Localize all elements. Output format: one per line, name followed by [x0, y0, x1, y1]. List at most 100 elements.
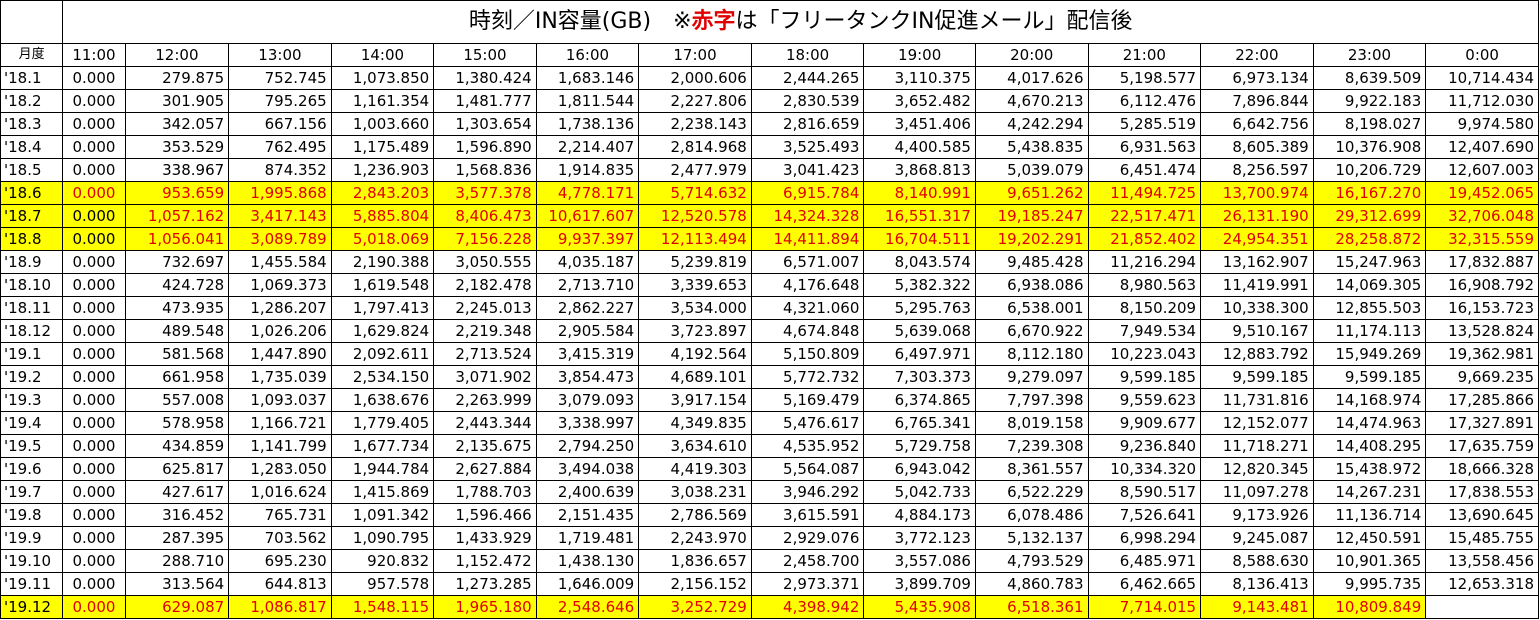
value-cell[interactable]: 22,517.471 — [1087, 204, 1202, 228]
value-cell[interactable]: 1,273.285 — [433, 572, 537, 596]
value-cell[interactable]: 9,485.428 — [974, 250, 1089, 274]
value-cell[interactable]: 13,162.907 — [1200, 250, 1314, 274]
value-cell[interactable]: 3,899.709 — [863, 572, 976, 596]
month-cell[interactable]: '19.12 — [0, 595, 64, 619]
value-cell[interactable]: 2,843.203 — [330, 181, 435, 205]
value-cell[interactable]: 0.000 — [62, 227, 126, 251]
column-header[interactable]: 13:00 — [228, 43, 332, 67]
value-cell[interactable]: 0.000 — [62, 66, 126, 90]
value-cell[interactable]: 1,779.405 — [330, 411, 435, 435]
value-cell[interactable]: 14,168.974 — [1312, 388, 1427, 412]
value-cell[interactable]: 1,788.703 — [433, 480, 537, 504]
value-cell[interactable]: 8,043.574 — [863, 250, 976, 274]
value-cell[interactable]: 6,998.294 — [1087, 526, 1202, 550]
value-cell[interactable]: 12,113.494 — [638, 227, 752, 251]
value-cell[interactable]: 5,132.137 — [974, 526, 1089, 550]
month-cell[interactable]: '19.1 — [0, 342, 64, 366]
value-cell[interactable]: 6,931.563 — [1087, 135, 1202, 159]
value-cell[interactable]: 0.000 — [62, 112, 126, 136]
value-cell[interactable]: 2,929.076 — [750, 526, 865, 550]
value-cell[interactable]: 8,406.473 — [433, 204, 537, 228]
value-cell[interactable]: 3,723.897 — [638, 319, 752, 343]
month-cell[interactable]: '19.5 — [0, 434, 64, 458]
value-cell[interactable]: 10,617.607 — [535, 204, 640, 228]
value-cell[interactable]: 0.000 — [62, 342, 126, 366]
value-cell[interactable]: 732.697 — [124, 250, 230, 274]
value-cell[interactable]: 2,534.150 — [330, 365, 435, 389]
value-cell[interactable]: 4,793.529 — [974, 549, 1089, 573]
value-cell[interactable]: 13,558.456 — [1425, 549, 1539, 573]
value-cell[interactable]: 10,809.849 — [1312, 595, 1427, 619]
value-cell[interactable]: 4,035.187 — [535, 250, 640, 274]
title-blank-cell[interactable] — [0, 0, 64, 44]
value-cell[interactable]: 5,435.908 — [863, 595, 976, 619]
value-cell[interactable]: 5,018.069 — [330, 227, 435, 251]
value-cell[interactable]: 19,185.247 — [974, 204, 1089, 228]
value-cell[interactable]: 288.710 — [124, 549, 230, 573]
value-cell[interactable]: 0.000 — [62, 319, 126, 343]
value-cell[interactable]: 316.452 — [124, 503, 230, 527]
value-cell[interactable]: 13,700.974 — [1200, 181, 1314, 205]
value-cell[interactable]: 9,279.097 — [974, 365, 1089, 389]
column-header[interactable]: 19:00 — [863, 43, 976, 67]
value-cell[interactable]: 2,227.806 — [638, 89, 752, 113]
value-cell[interactable]: 1,836.657 — [638, 549, 752, 573]
value-cell[interactable]: 8,136.413 — [1200, 572, 1314, 596]
value-cell[interactable]: 6,973.134 — [1200, 66, 1314, 90]
month-cell[interactable]: '19.3 — [0, 388, 64, 412]
month-cell[interactable]: '19.6 — [0, 457, 64, 481]
value-cell[interactable]: 12,883.792 — [1200, 342, 1314, 366]
value-cell[interactable]: 7,896.844 — [1200, 89, 1314, 113]
value-cell[interactable]: 6,451.474 — [1087, 158, 1202, 182]
value-cell[interactable]: 9,245.087 — [1200, 526, 1314, 550]
value-cell[interactable]: 12,855.503 — [1312, 296, 1427, 320]
value-cell[interactable]: 1,166.721 — [228, 411, 332, 435]
month-cell[interactable]: '18.11 — [0, 296, 64, 320]
value-cell[interactable]: 695.230 — [228, 549, 332, 573]
column-header[interactable]: 12:00 — [124, 43, 230, 67]
column-header[interactable]: 14:00 — [330, 43, 435, 67]
value-cell[interactable]: 0.000 — [62, 181, 126, 205]
month-cell[interactable]: '19.10 — [0, 549, 64, 573]
value-cell[interactable]: 15,485.755 — [1425, 526, 1539, 550]
value-cell[interactable]: 14,474.963 — [1312, 411, 1427, 435]
value-cell[interactable]: 19,202.291 — [974, 227, 1089, 251]
value-cell[interactable]: 3,557.086 — [863, 549, 976, 573]
value-cell[interactable]: 3,494.038 — [535, 457, 640, 481]
value-cell[interactable]: 10,376.908 — [1312, 135, 1427, 159]
value-cell[interactable]: 1,161.354 — [330, 89, 435, 113]
value-cell[interactable]: 12,407.690 — [1425, 135, 1539, 159]
value-cell[interactable]: 0.000 — [62, 595, 126, 619]
value-cell[interactable]: 6,571.007 — [750, 250, 865, 274]
value-cell[interactable]: 6,518.361 — [974, 595, 1089, 619]
value-cell[interactable]: 4,400.585 — [863, 135, 976, 159]
month-cell[interactable]: '19.9 — [0, 526, 64, 550]
value-cell[interactable]: 15,438.972 — [1312, 457, 1427, 481]
value-cell[interactable]: 18,666.328 — [1425, 457, 1539, 481]
value-cell[interactable]: 11,712.030 — [1425, 89, 1539, 113]
value-cell[interactable]: 4,398.942 — [750, 595, 865, 619]
value-cell[interactable]: 4,689.101 — [638, 365, 752, 389]
value-cell[interactable]: 2,000.606 — [638, 66, 752, 90]
value-cell[interactable]: 2,238.143 — [638, 112, 752, 136]
value-cell[interactable]: 625.817 — [124, 457, 230, 481]
value-cell[interactable]: 953.659 — [124, 181, 230, 205]
value-cell[interactable]: 6,485.971 — [1087, 549, 1202, 573]
value-cell[interactable]: 6,112.476 — [1087, 89, 1202, 113]
value-cell[interactable]: 2,092.611 — [330, 342, 435, 366]
value-cell[interactable]: 6,462.665 — [1087, 572, 1202, 596]
value-cell[interactable]: 11,419.991 — [1200, 273, 1314, 297]
value-cell[interactable]: 5,639.068 — [863, 319, 976, 343]
value-cell[interactable]: 1,568.836 — [433, 158, 537, 182]
value-cell[interactable]: 3,946.292 — [750, 480, 865, 504]
value-cell[interactable]: 1,086.817 — [228, 595, 332, 619]
value-cell[interactable]: 2,219.348 — [433, 319, 537, 343]
value-cell[interactable]: 0.000 — [62, 158, 126, 182]
value-cell[interactable]: 6,078.486 — [974, 503, 1089, 527]
value-cell[interactable]: 2,548.646 — [535, 595, 640, 619]
value-cell[interactable]: 1,811.544 — [535, 89, 640, 113]
value-cell[interactable]: 1,619.548 — [330, 273, 435, 297]
value-cell[interactable]: 3,050.555 — [433, 250, 537, 274]
value-cell[interactable]: 15,247.963 — [1312, 250, 1427, 274]
month-cell[interactable]: '18.9 — [0, 250, 64, 274]
